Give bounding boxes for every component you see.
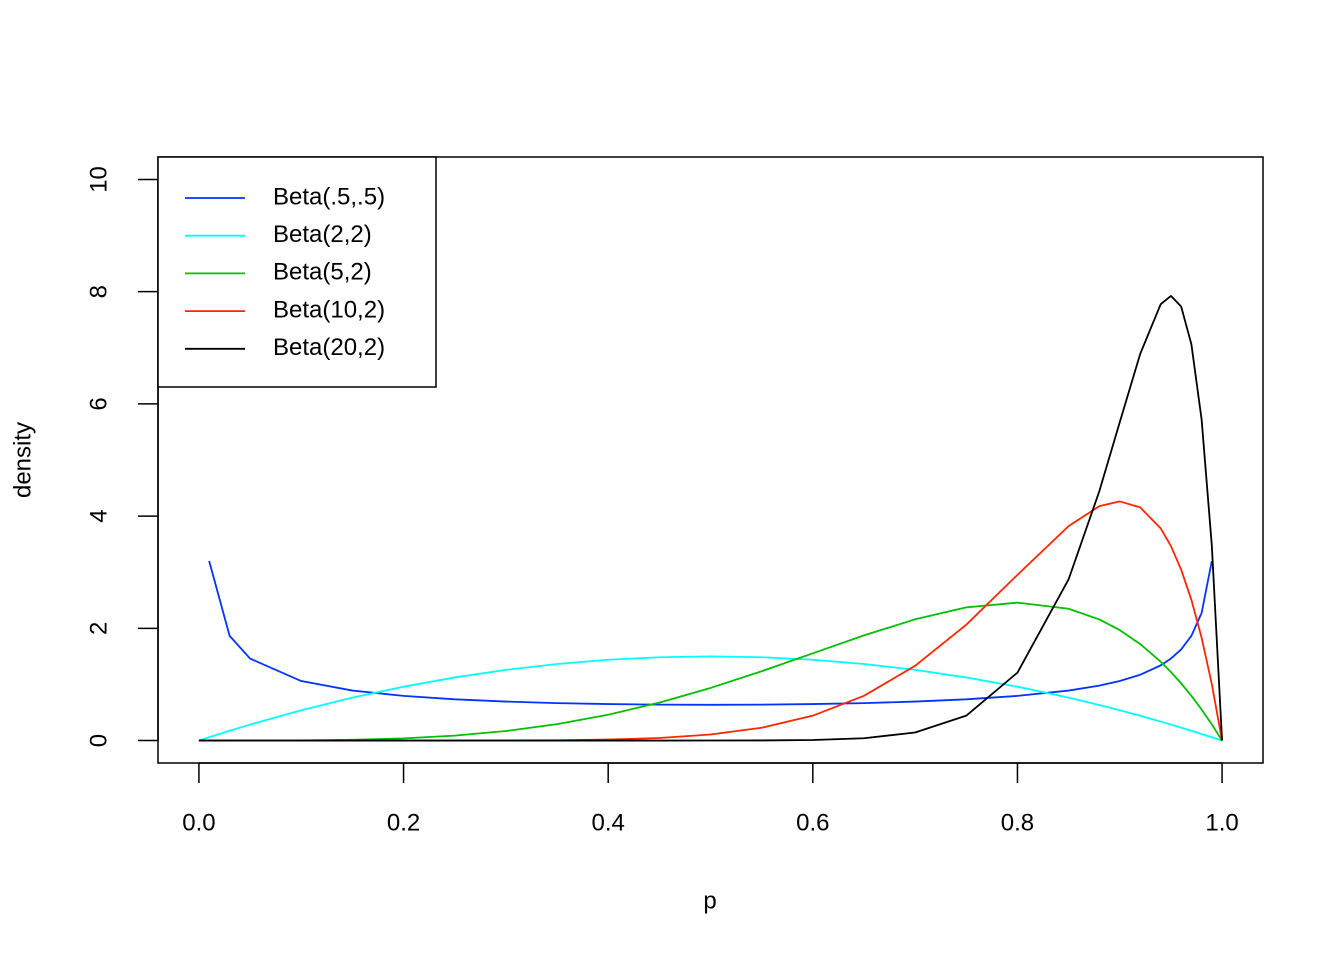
x-tick-label: 0.0 bbox=[182, 809, 215, 836]
series-line bbox=[198, 601, 1223, 742]
x-tick-label: 0.2 bbox=[387, 809, 420, 836]
series-line bbox=[198, 655, 1223, 742]
x-axis-label: p bbox=[703, 887, 716, 914]
y-tick-label: 8 bbox=[85, 285, 112, 298]
legend-label: Beta(20,2) bbox=[273, 334, 385, 361]
y-tick-label: 4 bbox=[85, 509, 112, 522]
legend-label: Beta(.5,.5) bbox=[273, 183, 385, 210]
x-tick-label: 0.6 bbox=[796, 809, 829, 836]
y-tick-label: 2 bbox=[85, 622, 112, 635]
x-tick-label: 0.4 bbox=[591, 809, 624, 836]
y-tick-label: 10 bbox=[85, 166, 112, 193]
y-axis-label: density bbox=[9, 422, 36, 498]
x-tick-label: 1.0 bbox=[1205, 809, 1238, 836]
legend-label: Beta(5,2) bbox=[273, 259, 372, 286]
y-tick-label: 6 bbox=[85, 397, 112, 410]
series-line bbox=[198, 295, 1223, 742]
series-line bbox=[208, 560, 1213, 706]
legend-label: Beta(10,2) bbox=[273, 296, 385, 323]
x-tick-label: 0.8 bbox=[1001, 809, 1034, 836]
y-tick-label: 0 bbox=[85, 734, 112, 747]
legend-label: Beta(2,2) bbox=[273, 221, 372, 248]
